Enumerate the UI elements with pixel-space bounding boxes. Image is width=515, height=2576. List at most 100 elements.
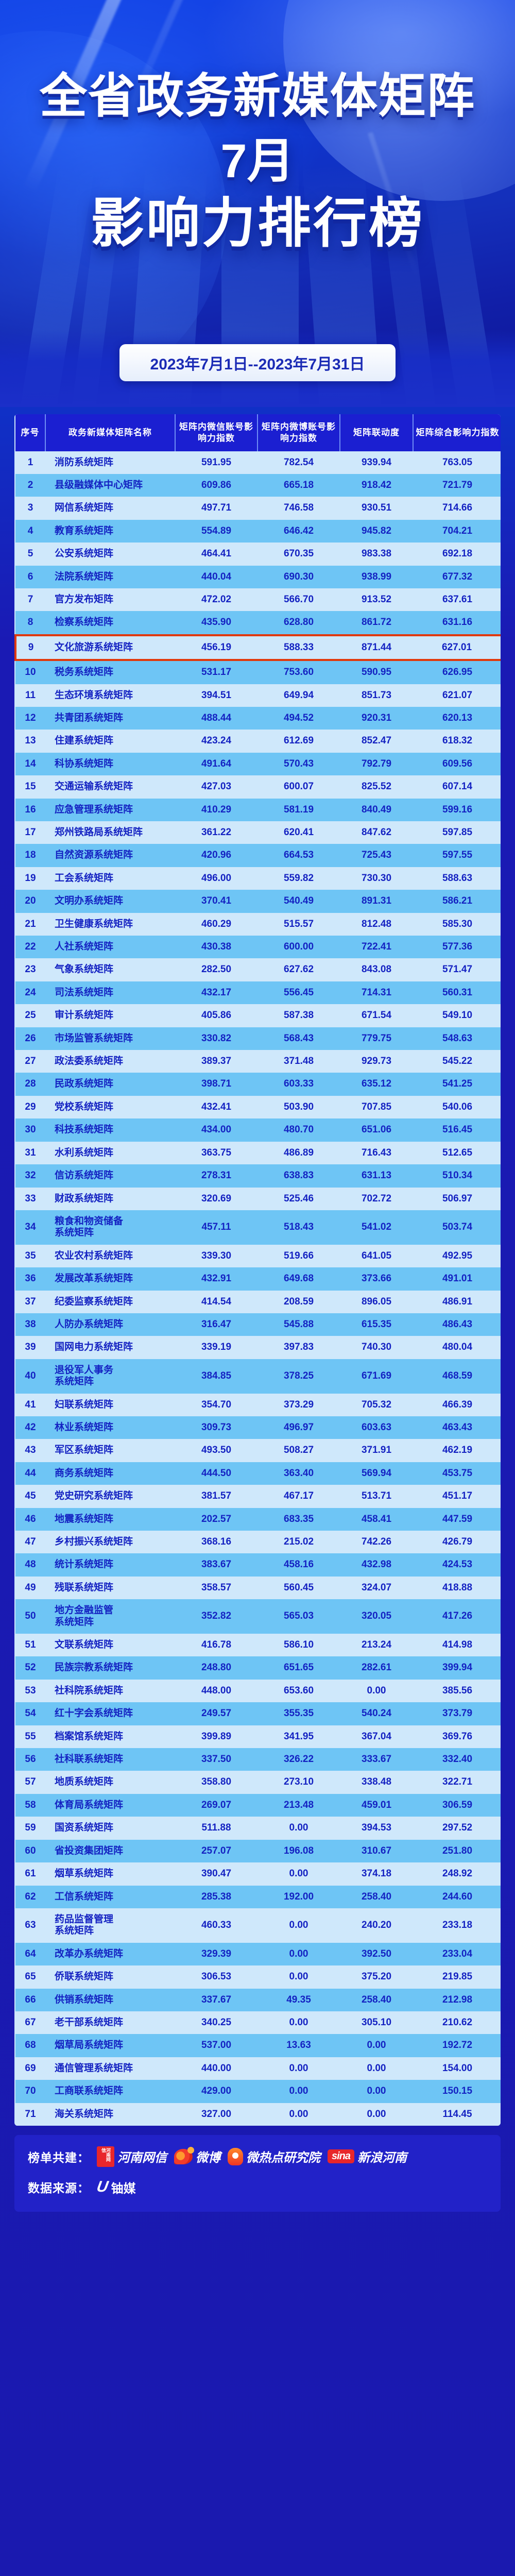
cell-wechat-index: 339.19 xyxy=(201,1342,232,1353)
cell-weibo-index: 566.70 xyxy=(283,594,314,605)
cell-total-index: 621.07 xyxy=(442,689,473,701)
cell-wechat-index: 337.50 xyxy=(201,1754,232,1765)
cell-total-index: 468.59 xyxy=(442,1370,473,1381)
cell-weibo-index: 665.18 xyxy=(283,479,314,490)
table-row: 67 老干部系统矩阵 340.25 0.00 305.10 210.62 xyxy=(15,2011,501,2035)
cell-linkage: 541.02 xyxy=(361,1222,392,1233)
cell-matrix-name: 工商联系统矩阵 xyxy=(55,2086,124,2097)
cell-weibo-index: 373.29 xyxy=(283,1399,314,1410)
cell-total-index: 548.63 xyxy=(442,1032,473,1044)
cell-total-index: 631.16 xyxy=(442,617,473,628)
cell-weibo-index: 0.00 xyxy=(289,1971,308,1982)
cell-linkage: 779.75 xyxy=(361,1032,392,1044)
cell-rank: 33 xyxy=(25,1193,36,1204)
table-row: 65 侨联系统矩阵 306.53 0.00 375.20 219.85 xyxy=(15,1965,501,1989)
cell-rank: 39 xyxy=(25,1342,36,1353)
cell-total-index: 540.06 xyxy=(442,1101,473,1112)
cell-wechat-index: 363.75 xyxy=(201,1147,232,1158)
cell-total-index: 599.16 xyxy=(442,804,473,815)
cell-wechat-index: 399.89 xyxy=(201,1731,232,1742)
table-row: 13 住建系统矩阵 423.24 612.69 852.47 618.32 xyxy=(15,730,501,753)
cell-linkage: 852.47 xyxy=(361,735,392,747)
table-row: 37 纪委监察系统矩阵 414.54 208.59 896.05 486.91 xyxy=(15,1290,501,1313)
cell-linkage: 929.73 xyxy=(361,1056,392,1067)
cell-linkage: 540.24 xyxy=(361,1708,392,1719)
cell-weibo-index: 587.38 xyxy=(283,1010,314,1021)
cell-linkage: 871.44 xyxy=(340,634,413,662)
table-row: 3 网信系统矩阵 497.71 746.58 930.51 714.66 xyxy=(15,497,501,520)
cell-total-index: 486.91 xyxy=(442,1296,473,1307)
cell-weibo-index: 581.19 xyxy=(283,804,314,815)
cell-total-index: 577.36 xyxy=(442,941,473,953)
cell-rank: 22 xyxy=(25,941,36,953)
poster-footer: 榜单共建： 河南网信 河南网信 微博 微热点研究院 sina 新浪河南 数据来源… xyxy=(14,2134,501,2212)
cell-rank: 44 xyxy=(25,1467,36,1479)
cell-weibo-index: 196.08 xyxy=(283,1845,314,1856)
cell-rank: 49 xyxy=(25,1582,36,1593)
cell-total-index: 677.32 xyxy=(442,571,473,582)
cell-linkage: 891.31 xyxy=(361,895,392,907)
cell-wechat-index: 432.91 xyxy=(201,1273,232,1284)
cell-rank: 37 xyxy=(25,1296,36,1307)
cell-weibo-index: 600.07 xyxy=(283,781,314,792)
cell-wechat-index: 269.07 xyxy=(201,1799,232,1810)
cell-linkage: 792.79 xyxy=(361,758,392,769)
cell-wechat-index: 320.69 xyxy=(201,1193,232,1204)
cell-wechat-index: 389.37 xyxy=(201,1056,232,1067)
cell-matrix-name: 改革办系统矩阵 xyxy=(55,1948,124,1959)
cell-linkage: 812.48 xyxy=(361,918,392,929)
cell-matrix-name: 地震系统矩阵 xyxy=(55,1513,114,1524)
table-row: 34 粮食和物资储备 系统矩阵 457.11 518.43 541.02 503.74 xyxy=(15,1210,501,1245)
cell-wechat-index: 444.50 xyxy=(201,1467,232,1479)
cell-matrix-name: 财政系统矩阵 xyxy=(55,1193,114,1204)
cell-rank: 30 xyxy=(25,1124,36,1136)
cell-wechat-index: 358.57 xyxy=(201,1582,232,1593)
cell-wechat-index: 248.80 xyxy=(201,1662,232,1673)
cell-rank: 38 xyxy=(25,1318,36,1330)
cell-weibo-index: 638.83 xyxy=(283,1170,314,1181)
cell-linkage: 896.05 xyxy=(361,1296,392,1307)
cell-wechat-index: 554.89 xyxy=(201,525,232,536)
cell-matrix-name: 侨联系统矩阵 xyxy=(55,1971,114,1982)
cell-wechat-index: 440.04 xyxy=(201,571,232,582)
table-row: 66 供销系统矩阵 337.67 49.35 258.40 212.98 xyxy=(15,1988,501,2011)
cell-matrix-name: 生态环境系统矩阵 xyxy=(55,689,133,701)
cell-rank: 42 xyxy=(25,1421,36,1433)
poster-header: 全省政务新媒体矩阵 7月 影响力排行榜 2023年7月1日--2023年7月31… xyxy=(0,0,515,407)
table-row: 31 水利系统矩阵 363.75 486.89 716.43 512.65 xyxy=(15,1141,501,1165)
cell-matrix-name: 科协系统矩阵 xyxy=(55,758,114,769)
cell-weibo-index: 670.35 xyxy=(283,548,314,560)
cell-total-index: 306.59 xyxy=(442,1799,473,1810)
cell-wechat-index: 423.24 xyxy=(201,735,232,747)
cell-matrix-name: 文明办系统矩阵 xyxy=(55,895,124,907)
cell-wechat-index: 493.50 xyxy=(201,1445,232,1456)
cell-total-index: 150.15 xyxy=(442,2086,473,2097)
cell-rank: 17 xyxy=(25,827,36,838)
cell-wechat-index: 257.07 xyxy=(201,1845,232,1856)
cell-wechat-index: 352.82 xyxy=(201,1611,232,1622)
partner-label: 新浪河南 xyxy=(357,2151,407,2165)
cell-rank: 60 xyxy=(25,1845,36,1856)
cell-linkage: 725.43 xyxy=(361,850,392,861)
cell-linkage: 707.85 xyxy=(361,1101,392,1112)
cell-linkage: 394.53 xyxy=(361,1822,392,1834)
cell-wechat-index: 432.17 xyxy=(201,987,232,998)
cell-linkage: 458.41 xyxy=(361,1513,392,1524)
cell-matrix-name: 药品监督管理 系统矩阵 xyxy=(55,1913,114,1937)
cell-wechat-index: 278.31 xyxy=(201,1170,232,1181)
decorative-beams xyxy=(0,155,515,407)
cell-total-index: 426.79 xyxy=(442,1536,473,1547)
table-body: 1 消防系统矩阵 591.95 782.54 939.94 763.05 2 县级融媒体中心矩… xyxy=(14,451,501,2126)
cell-wechat-index: 427.03 xyxy=(201,781,232,792)
table-row: 33 财政系统矩阵 320.69 525.46 702.72 506.97 xyxy=(15,1187,501,1210)
cell-matrix-name: 老干部系统矩阵 xyxy=(55,2016,124,2028)
cell-linkage: 730.30 xyxy=(361,872,392,884)
cell-linkage: 716.43 xyxy=(361,1147,392,1158)
cell-linkage: 671.69 xyxy=(361,1370,392,1381)
cell-wechat-index: 457.11 xyxy=(201,1222,231,1233)
cell-wechat-index: 384.85 xyxy=(201,1370,232,1381)
cell-total-index: 560.31 xyxy=(442,987,473,998)
cell-rank: 20 xyxy=(25,895,36,907)
table-row: 53 社科院系统矩阵 448.00 653.60 0.00 385.56 xyxy=(15,1679,501,1703)
table-row: 15 交通运输系统矩阵 427.03 600.07 825.52 607.14 xyxy=(15,775,501,799)
